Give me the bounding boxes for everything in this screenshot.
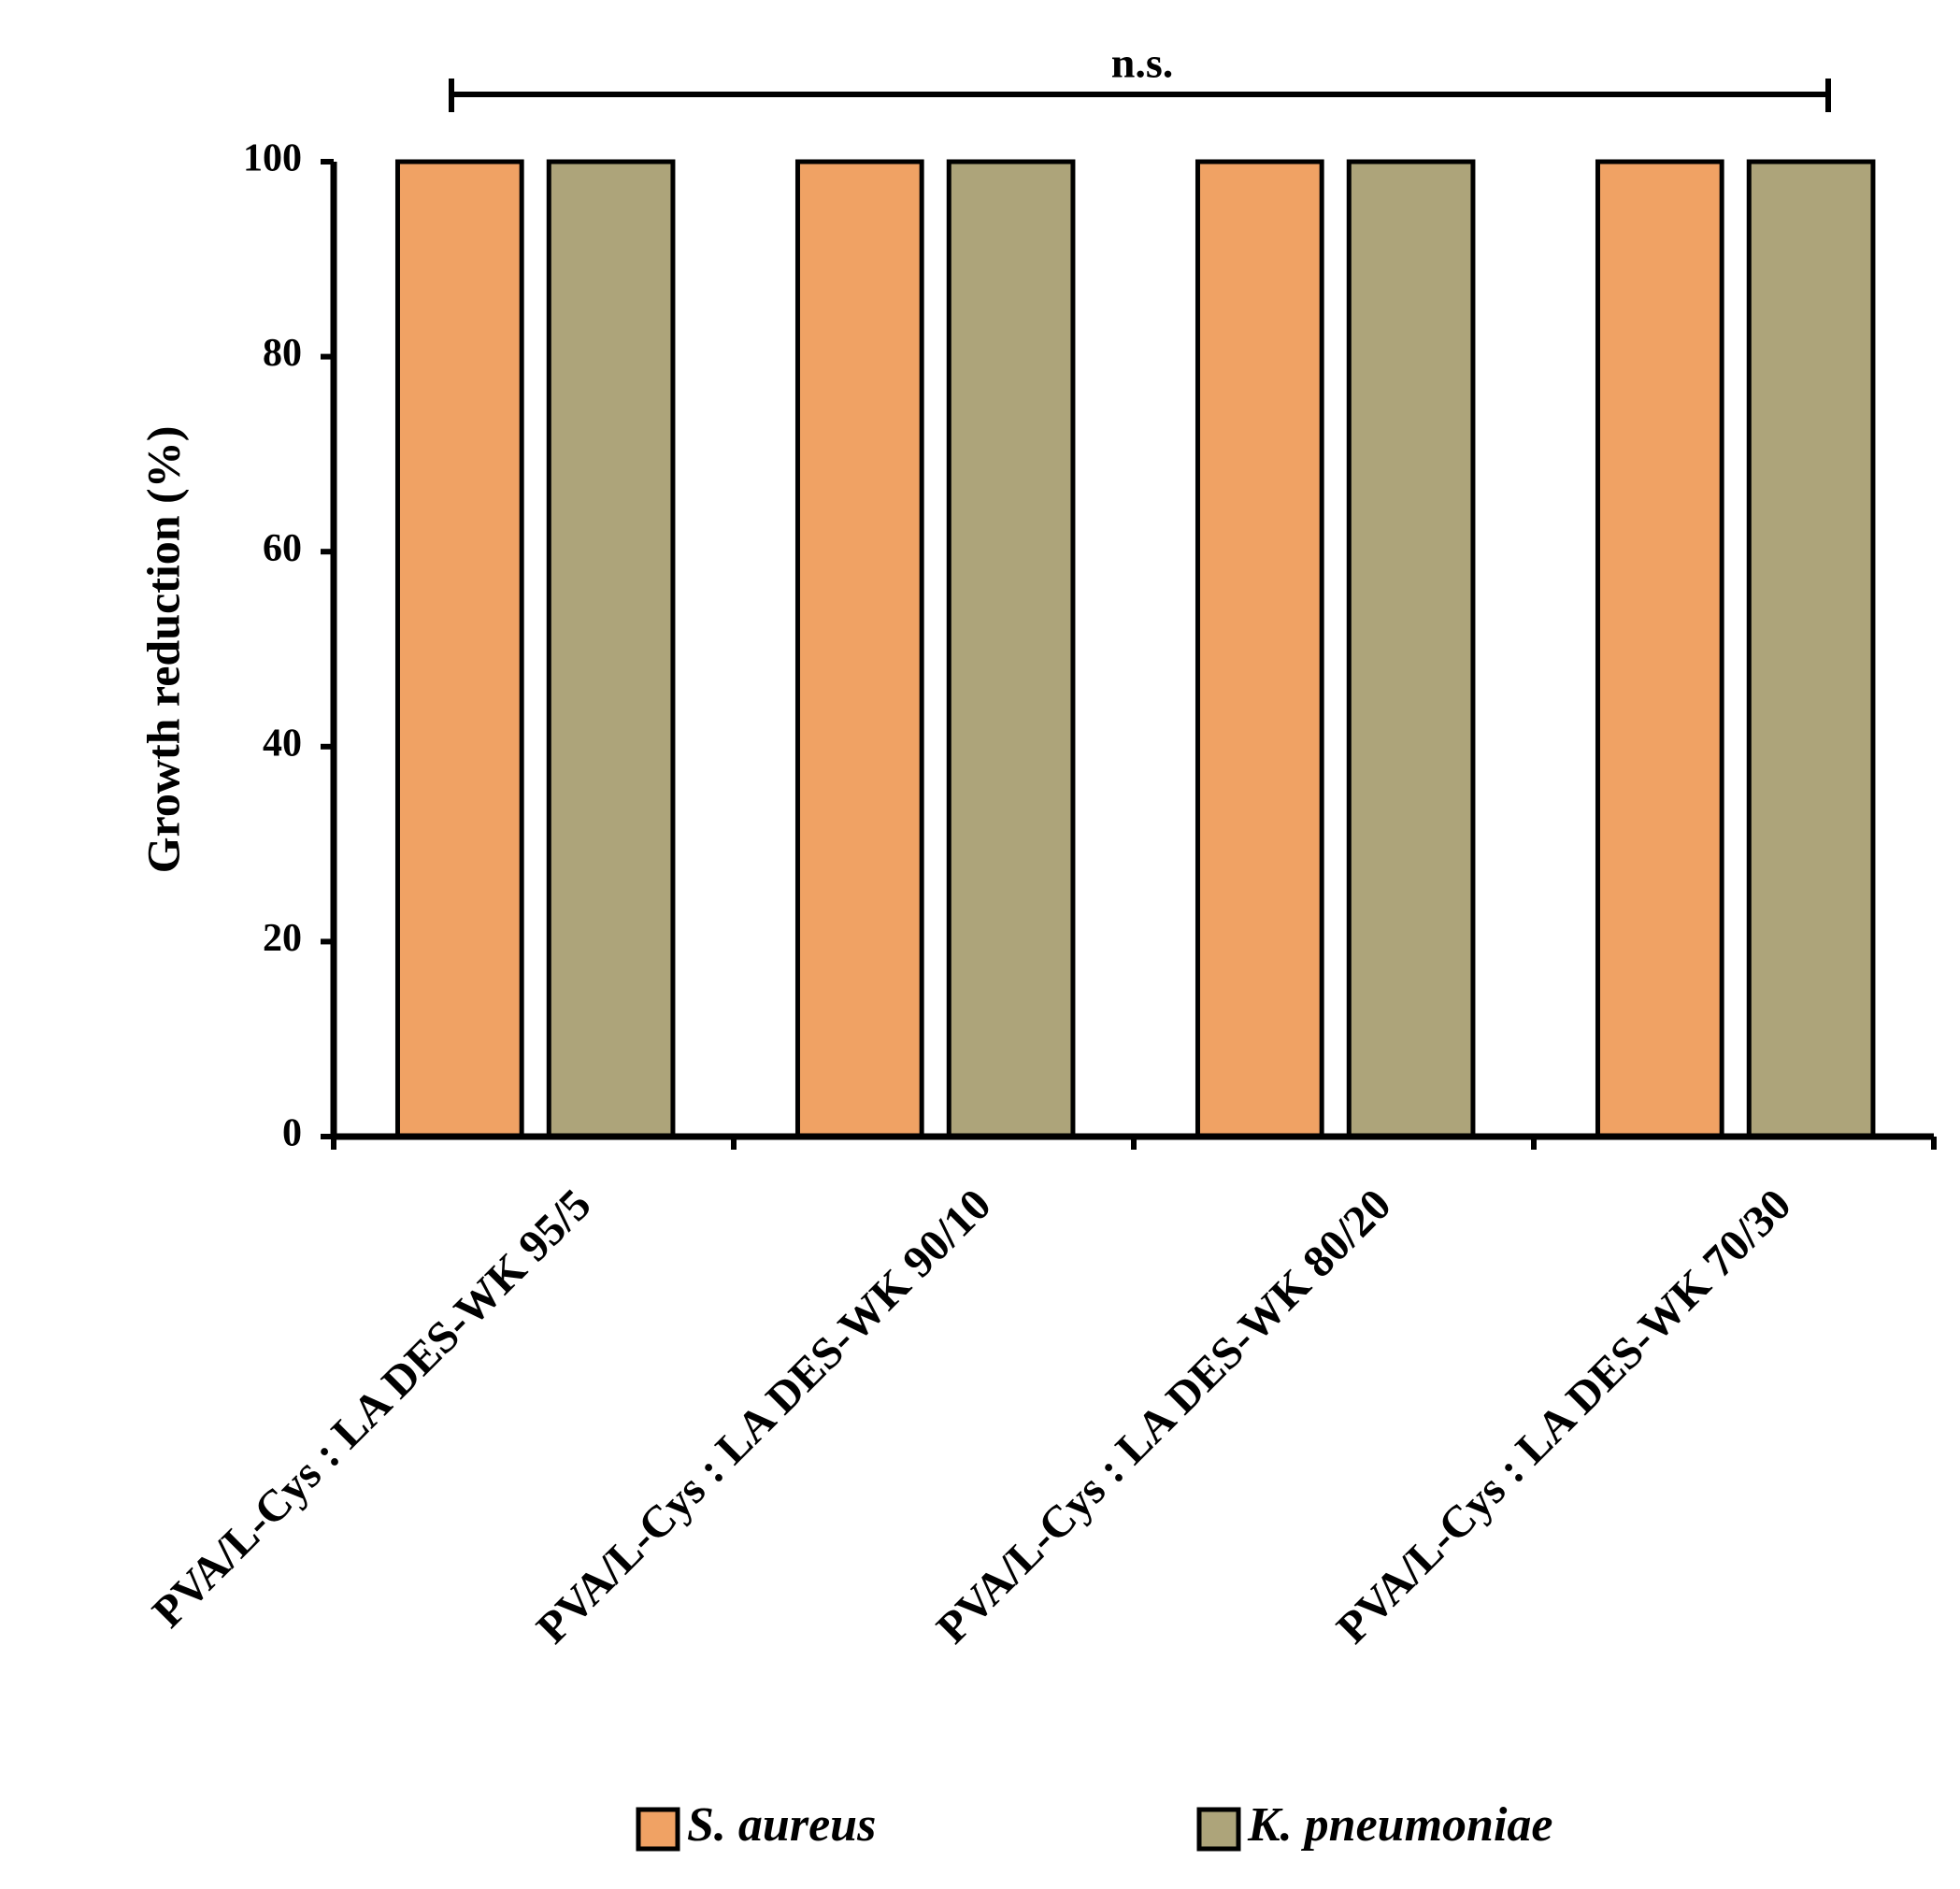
y-tick-label: 60 [263,527,302,570]
y-axis-label: Growth reduction (%) [136,426,189,874]
significance-bracket [449,79,1831,112]
legend-swatch [636,1807,680,1852]
y-tick-label: 40 [263,722,302,765]
y-tick-label: 80 [263,332,302,375]
legend-swatch [1196,1807,1241,1852]
legend-label: K. pneumoniae [1247,1798,1553,1852]
bar [1595,159,1724,1139]
bar [1195,159,1324,1139]
y-tick-label: 0 [282,1112,302,1155]
x-tick-label: PVA/L-Cys : LA DES-WK 80/20 [927,1180,1400,1653]
y-tick-label: 20 [263,917,302,960]
bar [946,159,1076,1139]
x-tick-label: PVA/L-Cys : LA DES-WK 90/10 [527,1180,1000,1653]
legend-label: S. aureus [687,1798,876,1852]
bar [546,159,676,1139]
significance-label: n.s. [1111,39,1173,87]
bar [794,159,924,1139]
bar [1346,159,1476,1139]
bar [1746,159,1876,1139]
bar [394,159,524,1139]
y-tick-label: 100 [243,137,302,180]
x-tick-label: PVA/L-Cys : LA DES-WK 70/30 [1327,1180,1800,1653]
x-tick-label: PVA/L-Cys : LA DES-WK 95/5 [143,1180,600,1637]
